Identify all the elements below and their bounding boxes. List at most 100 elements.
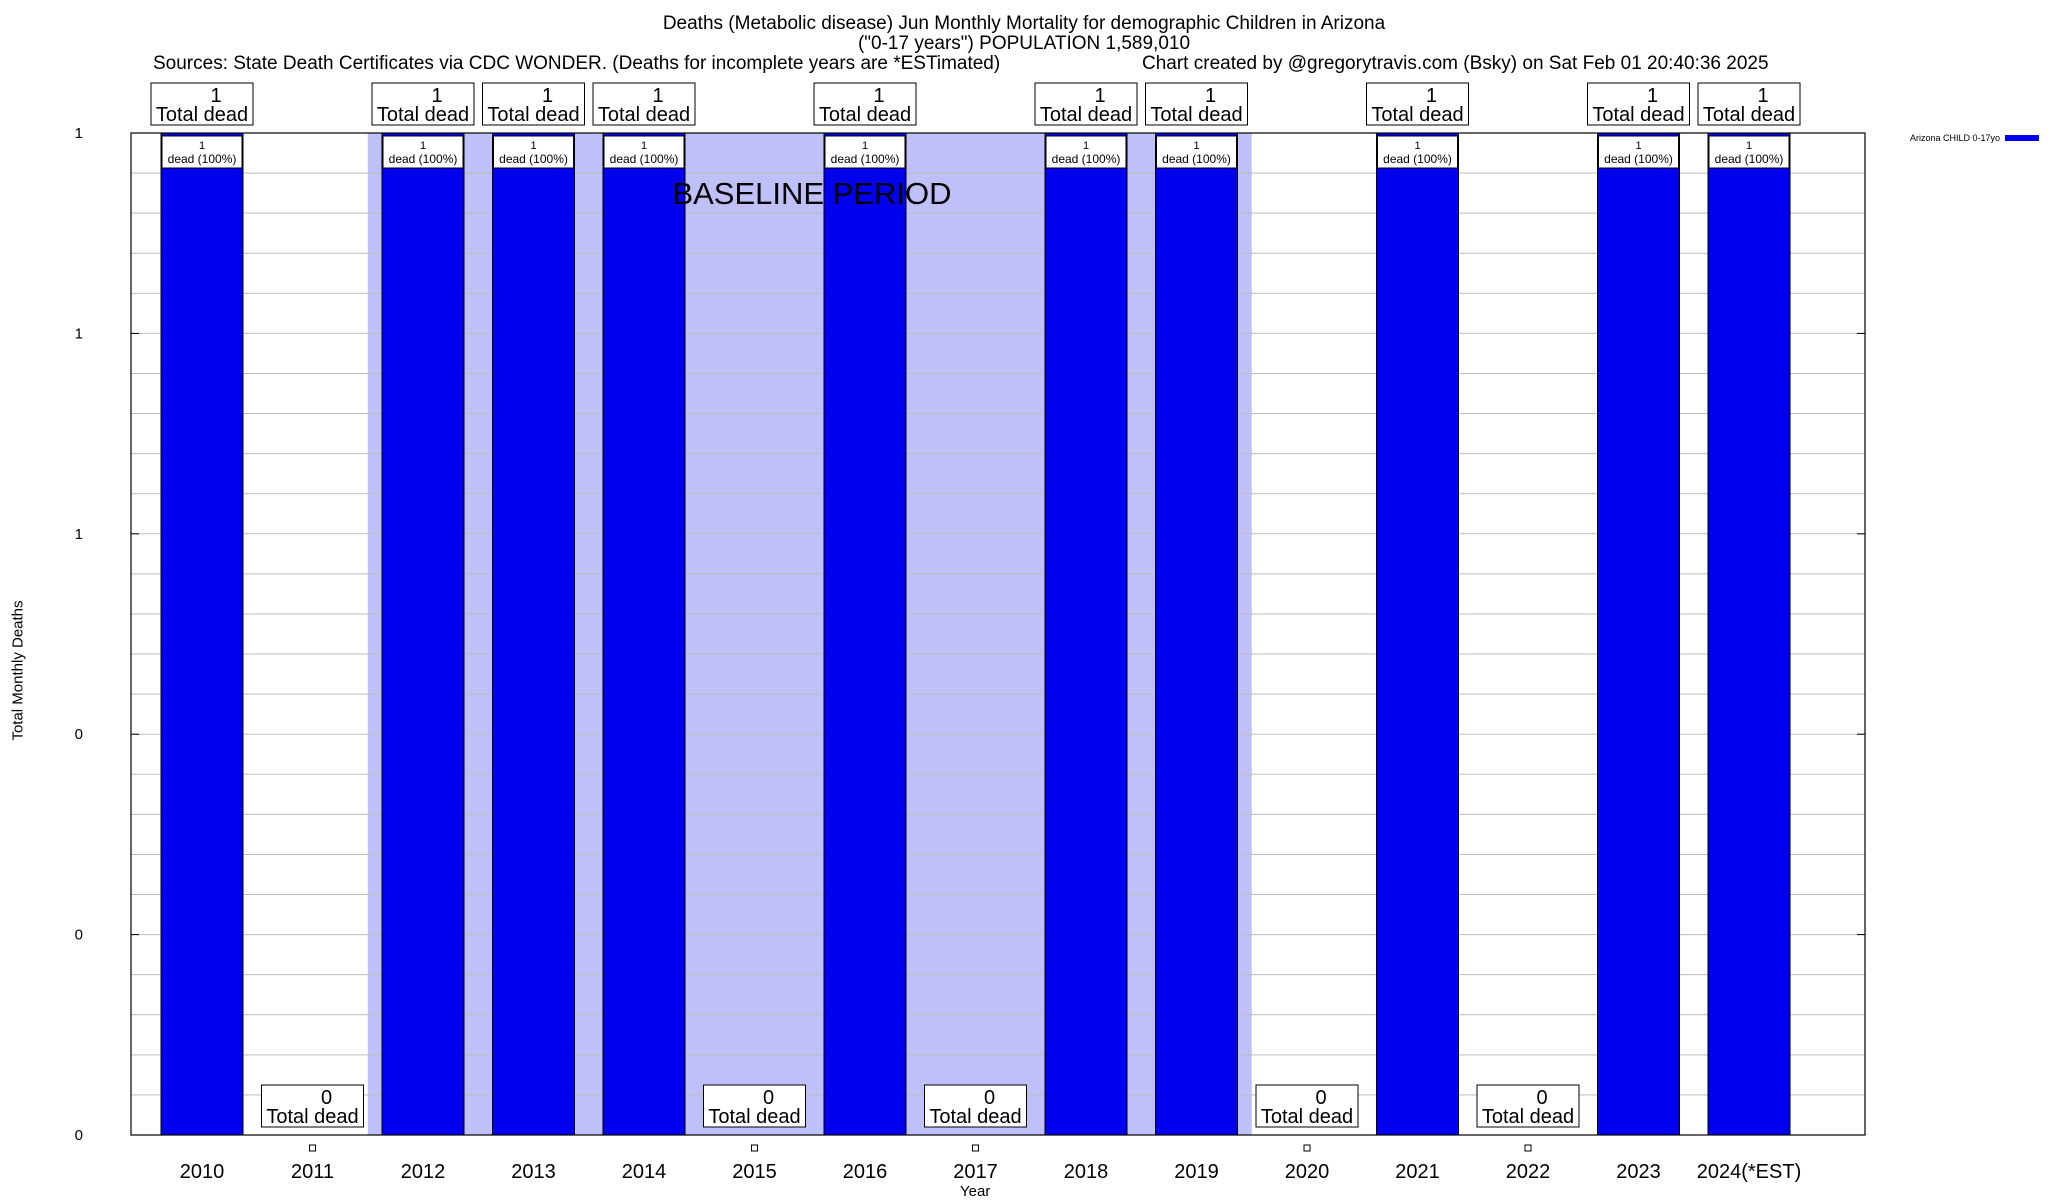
chart-source-text: Sources: State Death Certificates via CD… [153, 53, 1001, 74]
inner-label-box [1156, 135, 1237, 169]
inner-label-box [824, 135, 906, 169]
inner-label-text: dead (100%) [1052, 152, 1121, 166]
total-label-text: Total dead [1703, 104, 1795, 126]
total-label-count: 1 [652, 85, 663, 107]
total-label-count: 1 [873, 85, 884, 107]
inner-label-count: 1 [1083, 140, 1089, 152]
y-tick-label: 1 [75, 526, 83, 543]
inner-label-count: 1 [530, 140, 536, 152]
x-tick-label-2019: 2019 [1174, 1161, 1219, 1183]
total-label-count: 0 [984, 1087, 995, 1109]
x-tick-label-2022: 2022 [1506, 1161, 1551, 1183]
total-label-text: Total dead [708, 1106, 800, 1128]
inner-label-text: dead (100%) [168, 152, 237, 166]
x-tick-label-2020: 2020 [1285, 1161, 1330, 1183]
total-label-box [1476, 1084, 1580, 1128]
plot-border [130, 132, 1866, 1136]
total-label-text: Total dead [1040, 104, 1132, 126]
zero-marker-2020 [1303, 1144, 1311, 1152]
total-label-box [371, 82, 475, 126]
inner-label-box [1377, 135, 1458, 169]
x-tick-label-2012: 2012 [401, 1161, 446, 1183]
inner-label-count: 1 [420, 140, 426, 152]
total-label-text: Total dead [487, 104, 579, 126]
total-label-box [1255, 1084, 1359, 1128]
x-tick-label-2023: 2023 [1616, 1161, 1661, 1183]
legend-label: Arizona CHILD 0-17yo [1910, 133, 2000, 143]
total-label-text: Total dead [266, 1106, 358, 1128]
inner-label-text: dead (100%) [1604, 152, 1673, 166]
y-tick-label: 0 [75, 927, 83, 944]
inner-label-text: dead (100%) [1715, 152, 1784, 166]
inner-label-text: dead (100%) [610, 152, 679, 166]
total-label-box [1145, 82, 1248, 126]
bar-2018 [1044, 132, 1128, 1136]
inner-label-box [1598, 135, 1679, 169]
total-label-box [1697, 82, 1801, 126]
x-tick-label-2016: 2016 [843, 1161, 888, 1183]
chart-title-line-1: Deaths (Metabolic disease) Jun Monthly M… [662, 13, 1386, 34]
bar-2012 [381, 132, 465, 1136]
x-tick-label-2010: 2010 [180, 1161, 225, 1183]
total-label-count: 1 [542, 85, 553, 107]
inner-label-count: 1 [641, 140, 647, 152]
x-axis-label: Year [960, 1183, 991, 1200]
bar-2024(*EST) [1707, 132, 1791, 1136]
inner-label-box [1045, 135, 1127, 169]
total-label-box [703, 1084, 806, 1128]
total-label-text: Total dead [1261, 1106, 1353, 1128]
x-tick-label-2024(*EST): 2024(*EST) [1697, 1161, 1802, 1183]
y-tick-label: 0 [75, 1127, 83, 1144]
total-label-text: Total dead [156, 104, 248, 126]
total-label-count: 1 [1205, 85, 1216, 107]
total-label-count: 1 [1426, 85, 1437, 107]
x-tick-label-2017: 2017 [953, 1161, 998, 1183]
inner-label-box [1708, 135, 1790, 169]
bar-2016 [823, 132, 907, 1136]
y-tick-label: 0 [75, 726, 83, 743]
total-label-box [924, 1084, 1027, 1128]
total-label-box [261, 1084, 364, 1128]
total-label-text: Total dead [1592, 104, 1684, 126]
chart-title-line-2: ("0-17 years") POPULATION 1,589,010 [857, 33, 1191, 54]
total-label-count: 0 [1536, 1087, 1547, 1109]
zero-marker-2015 [751, 1144, 758, 1152]
total-label-count: 1 [1094, 85, 1105, 107]
inner-label-count: 1 [199, 140, 205, 152]
y-tick-label: 1 [75, 125, 83, 142]
zero-marker-2022 [1524, 1144, 1532, 1152]
total-label-text: Total dead [598, 104, 690, 126]
total-label-text: Total dead [929, 1106, 1021, 1128]
x-tick-label-2021: 2021 [1395, 1161, 1440, 1183]
inner-label-count: 1 [1414, 140, 1420, 152]
total-label-count: 0 [763, 1087, 774, 1109]
inner-label-text: dead (100%) [831, 152, 900, 166]
total-label-count: 1 [210, 85, 221, 107]
inner-label-box [493, 135, 574, 169]
inner-label-count: 1 [1635, 140, 1641, 152]
total-label-box [1587, 82, 1690, 126]
inner-label-count: 1 [862, 140, 868, 152]
total-label-count: 1 [431, 85, 442, 107]
total-label-count: 1 [1647, 85, 1658, 107]
zero-marker-2017 [972, 1144, 979, 1152]
total-label-box [592, 82, 696, 126]
legend-swatch [2005, 135, 2039, 141]
x-tick-label-2011: 2011 [291, 1161, 334, 1183]
inner-label-box [382, 135, 464, 169]
inner-label-box [603, 135, 685, 169]
bar-2023 [1597, 132, 1680, 1136]
x-tick-label-2015: 2015 [732, 1161, 777, 1183]
x-tick-label-2014: 2014 [622, 1161, 667, 1183]
total-label-text: Total dead [819, 104, 911, 126]
total-label-box [482, 82, 585, 126]
bar-2019 [1155, 132, 1238, 1136]
total-label-count: 0 [1315, 1087, 1326, 1109]
x-tick-label-2013: 2013 [511, 1161, 556, 1183]
total-label-box [150, 82, 254, 126]
inner-label-text: dead (100%) [499, 152, 568, 166]
total-label-box [1366, 82, 1469, 126]
chart-credit-text: Chart created by @gregorytravis.com (Bsk… [1142, 53, 1769, 74]
total-label-box [1034, 82, 1138, 126]
